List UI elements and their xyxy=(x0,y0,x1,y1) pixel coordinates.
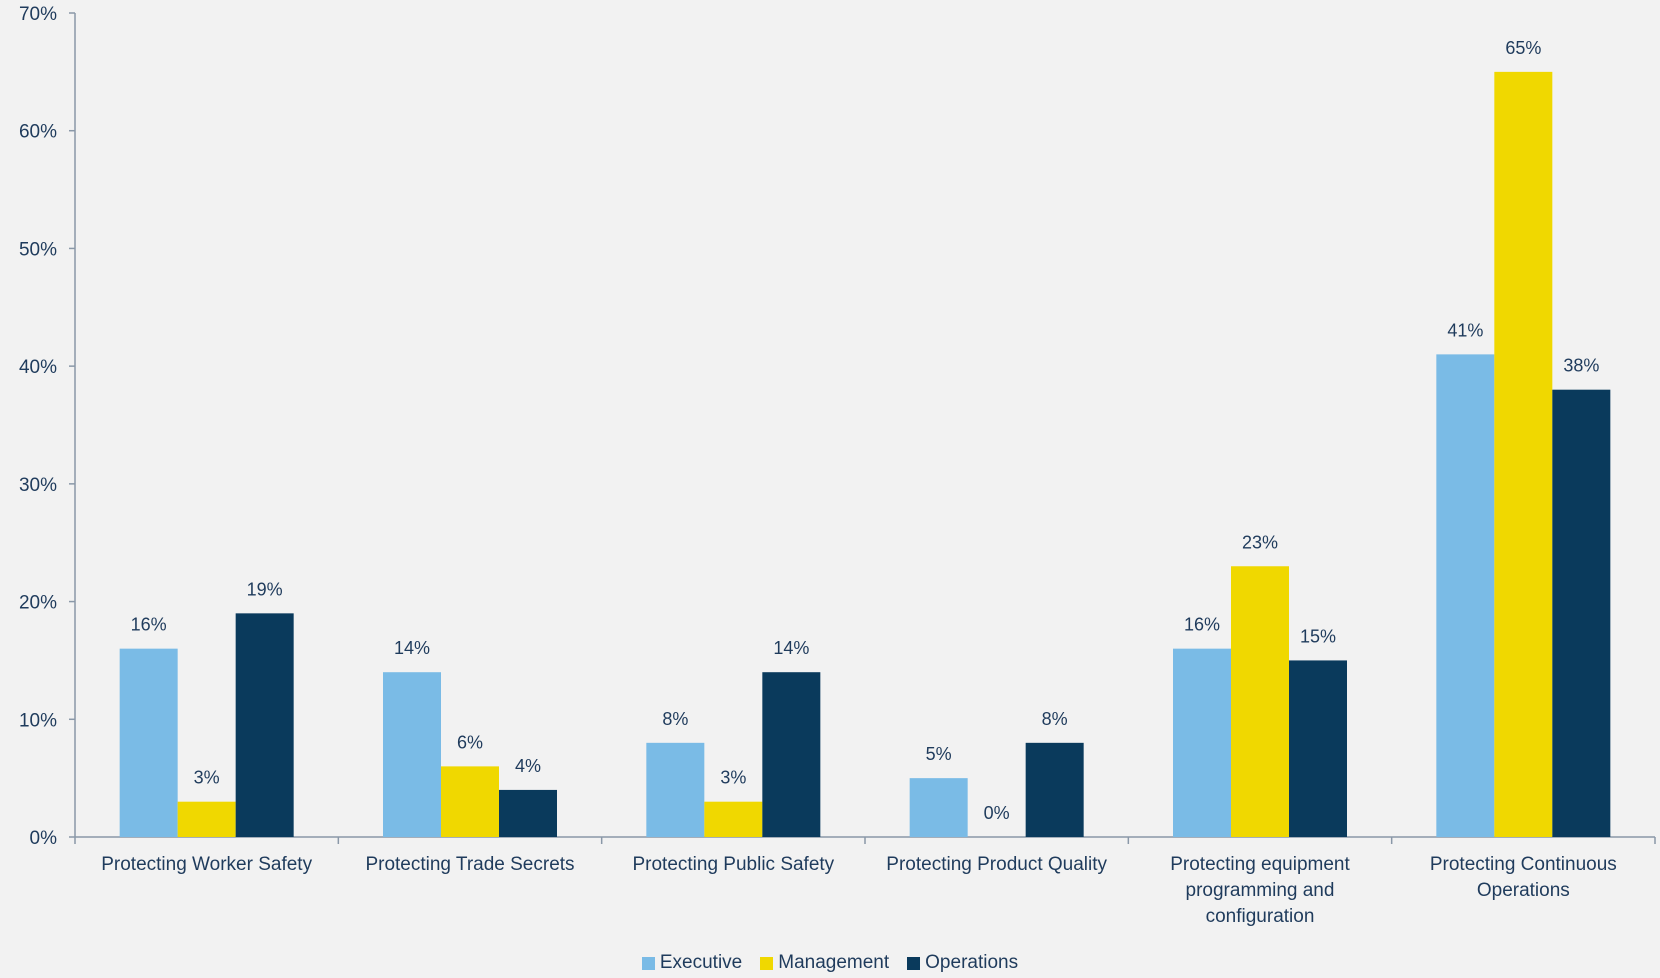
x-category-label: Operations xyxy=(1477,880,1570,901)
x-category-label: Protecting equipment xyxy=(1170,854,1350,875)
bar-operations xyxy=(762,672,821,837)
bar-management xyxy=(1231,566,1289,837)
bar-executive xyxy=(1436,354,1495,837)
data-label: 16% xyxy=(1184,615,1220,635)
bar-operations xyxy=(235,613,294,837)
bar-management xyxy=(441,766,499,837)
legend-label-management: Management xyxy=(778,952,890,973)
x-category-label: Protecting Product Quality xyxy=(886,854,1107,875)
legend-item-management: Management xyxy=(760,952,889,974)
y-tick-label: 0% xyxy=(30,828,58,849)
legend-item-executive: Executive xyxy=(641,952,743,974)
y-tick-label: 40% xyxy=(19,357,57,378)
y-tick-label: 10% xyxy=(19,710,57,731)
legend-label-executive: Executive xyxy=(659,952,743,973)
y-tick-label: 70% xyxy=(19,4,57,25)
data-label: 8% xyxy=(662,709,688,729)
bar-operations xyxy=(499,789,557,837)
data-label: 8% xyxy=(1042,709,1068,729)
y-tick-label: 50% xyxy=(19,239,57,260)
y-tick-label: 30% xyxy=(19,475,57,496)
bar-management xyxy=(704,801,763,837)
bar-operations xyxy=(1289,660,1347,837)
data-label: 23% xyxy=(1242,532,1278,552)
bar-operations xyxy=(1552,389,1611,837)
data-label: 19% xyxy=(247,579,283,599)
x-category-label: configuration xyxy=(1206,906,1315,927)
bar-executive xyxy=(119,648,178,837)
x-category-label: Protecting Continuous xyxy=(1430,854,1617,875)
x-category-label: programming and xyxy=(1186,880,1335,901)
data-label: 38% xyxy=(1563,356,1599,376)
y-tick-label: 20% xyxy=(19,593,57,614)
data-label: 4% xyxy=(515,756,541,776)
data-label: 3% xyxy=(720,768,746,788)
data-label: 14% xyxy=(394,638,430,658)
legend-item-operations: Operations xyxy=(907,952,1018,974)
x-category-label: Protecting Trade Secrets xyxy=(365,854,574,875)
legend-label-operations: Operations xyxy=(925,952,1019,973)
legend: Executive Management Operations xyxy=(0,952,1660,974)
data-label: 65% xyxy=(1505,38,1541,58)
bar-executive xyxy=(1173,648,1231,837)
legend-swatch-operations xyxy=(907,956,921,970)
data-label: 3% xyxy=(194,768,220,788)
legend-swatch-management xyxy=(760,956,774,970)
data-label: 41% xyxy=(1447,320,1483,340)
data-label: 0% xyxy=(984,803,1010,823)
data-label: 6% xyxy=(457,732,483,752)
y-tick-label: 60% xyxy=(19,122,57,143)
legend-swatch-executive xyxy=(641,956,655,970)
bar-operations xyxy=(1025,742,1084,837)
data-label: 5% xyxy=(926,744,952,764)
bar-management xyxy=(177,801,236,837)
x-category-label: Protecting Public Safety xyxy=(632,854,834,875)
bar-executive xyxy=(646,742,705,837)
data-label: 16% xyxy=(131,615,167,635)
bar-management xyxy=(1494,71,1553,838)
data-label: 15% xyxy=(1300,626,1336,646)
bar-executive xyxy=(909,778,968,837)
data-label: 14% xyxy=(773,638,809,658)
bar-executive xyxy=(383,672,441,837)
x-category-label: Protecting Worker Safety xyxy=(101,854,312,875)
